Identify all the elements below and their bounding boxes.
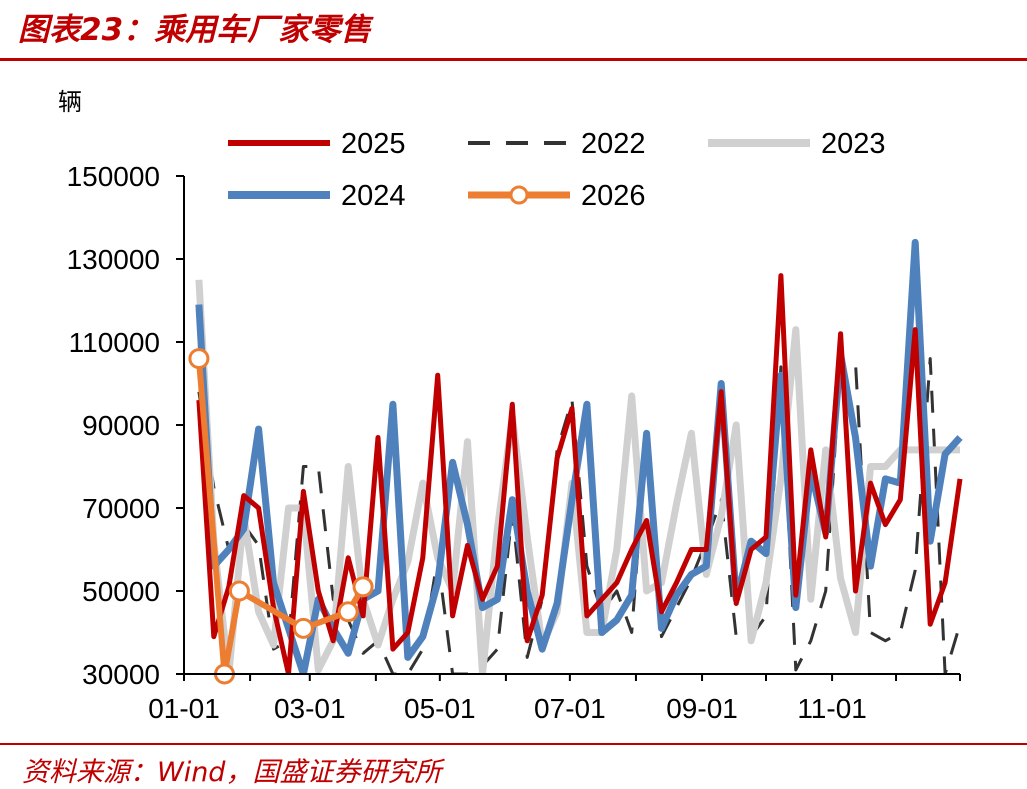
x-tick-label: 09-01 xyxy=(666,693,738,724)
x-tick-label: 01-01 xyxy=(148,693,220,724)
legend-2024-label: 2024 xyxy=(341,180,406,212)
series-2026-point xyxy=(292,617,314,639)
title-divider xyxy=(0,58,1027,61)
series-2026-point xyxy=(228,580,250,602)
legend-2022-label: 2022 xyxy=(581,128,646,160)
unit-label: 辆 xyxy=(58,88,82,116)
y-tick-label: 130000 xyxy=(67,244,160,275)
x-tick-label: 05-01 xyxy=(404,693,476,724)
series-2026-point xyxy=(188,348,210,370)
legend-2026-marker xyxy=(509,185,529,205)
y-tick-label: 90000 xyxy=(82,410,160,441)
plot-area xyxy=(188,238,963,685)
series-2026-point xyxy=(337,601,359,623)
y-tick-label: 150000 xyxy=(67,161,160,192)
y-tick-label: 70000 xyxy=(82,493,160,524)
source-divider xyxy=(0,743,1027,745)
x-tick-label: 07-01 xyxy=(534,693,606,724)
legend-2023-label: 2023 xyxy=(821,128,886,160)
axes: 30000 50000 70000 90000 110000 130000 150000 01… xyxy=(67,161,961,724)
series-2025-line xyxy=(196,273,963,674)
legend-2025-label: 2025 xyxy=(341,128,406,160)
y-tick-label: 30000 xyxy=(82,659,160,690)
source-note: 资料来源：Wind，国盛证券研究所 xyxy=(22,757,442,788)
y-tick-label: 50000 xyxy=(82,576,160,607)
x-tick-label: 03-01 xyxy=(274,693,346,724)
legend-2026-label: 2026 xyxy=(581,180,646,212)
chart: 辆 30000 50000 70000 90000 110000 130000 150000… xyxy=(58,88,963,724)
x-tick-label: 11-01 xyxy=(797,693,867,724)
y-tick-label: 110000 xyxy=(69,327,160,358)
series-2023-line xyxy=(195,279,960,674)
series-2026-point xyxy=(352,576,374,598)
series-2026-line xyxy=(195,358,366,674)
legend: 2025 2022 2023 2024 2026 xyxy=(228,128,886,212)
figure-title: 图表23：乘用车厂家零售 xyxy=(18,12,372,48)
